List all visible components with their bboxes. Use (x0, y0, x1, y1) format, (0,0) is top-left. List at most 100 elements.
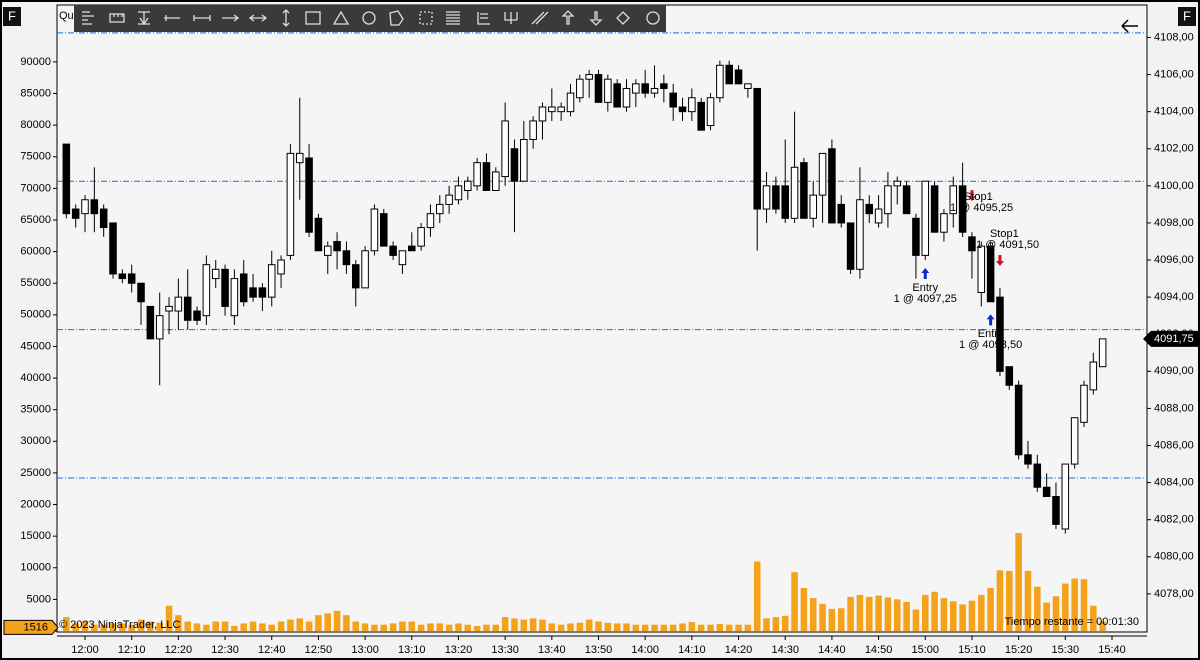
candle-body (436, 203, 444, 215)
volume-bar (81, 621, 89, 631)
volume-bar (1006, 570, 1013, 631)
time-tick-label: 12:10 (118, 644, 146, 656)
candle-body (258, 287, 267, 298)
candle-body (660, 83, 668, 89)
volume-bar (632, 624, 640, 631)
time-tick-label: 14:00 (631, 644, 659, 656)
volume-bar (1034, 586, 1041, 631)
candle-body (576, 78, 584, 99)
volume-bar (753, 561, 761, 631)
f-button[interactable] (3, 7, 21, 26)
candle-body (389, 245, 397, 256)
candle-body (305, 157, 313, 233)
candle-body (62, 143, 71, 215)
volume-bar (567, 623, 574, 631)
back-arrow[interactable] (1121, 19, 1138, 33)
volume-bar (978, 594, 985, 631)
candle-body (1024, 454, 1032, 465)
candle-body (155, 315, 164, 340)
volume-bar (641, 624, 649, 631)
time-tick-label: 12:50 (305, 644, 333, 656)
last-price-label: 4091,75 (1154, 333, 1194, 345)
volume-tick-label: 75000 (20, 151, 51, 163)
volume-bar (399, 621, 406, 631)
candle-body (949, 185, 958, 215)
volume-bar (343, 615, 350, 631)
candle-body (90, 199, 99, 215)
candle-body (641, 83, 649, 94)
volume-bar (604, 622, 612, 631)
volume-bar (744, 624, 752, 631)
candle-body (538, 106, 547, 122)
candle-body (370, 208, 379, 252)
toolbar-icons[interactable] (82, 9, 660, 27)
volume-bar (165, 605, 173, 631)
order-label: Stop1 (990, 228, 1019, 240)
toolbar-bg (74, 5, 666, 32)
volume-bar (529, 618, 537, 631)
volume-bar (305, 621, 313, 631)
candle-body (501, 120, 509, 178)
volume-bar (1080, 579, 1088, 631)
candle-body (333, 240, 341, 252)
volume-bar (679, 623, 686, 631)
time-tick-label: 13:30 (491, 644, 519, 656)
volume-bar (231, 625, 238, 631)
candle-body (790, 166, 799, 219)
f-icon: F (8, 8, 16, 23)
candle-body (1089, 361, 1098, 391)
volume-bar (249, 621, 257, 631)
order-detail: 1 @ 4095,25 (950, 202, 1013, 214)
candle-body (930, 185, 939, 233)
volume-bar (800, 588, 808, 631)
volume-bar (1099, 621, 1106, 631)
order-arrow (995, 255, 1004, 267)
volume-bar (511, 618, 518, 631)
candle-body (417, 227, 425, 247)
price-tick-label: 4102,00 (1154, 143, 1194, 155)
volume-tick-label: 10000 (20, 562, 51, 574)
volume-bar (361, 623, 369, 631)
volume-bar (63, 617, 70, 631)
volume-bar (781, 615, 789, 631)
volume-bar (184, 621, 191, 631)
candle-body (697, 101, 705, 131)
volume-bar (940, 598, 948, 631)
candle-body (613, 83, 621, 108)
time-tick-label: 15:40 (1098, 644, 1126, 656)
time-tick-label: 15:30 (1052, 644, 1080, 656)
volume-tick-label: 30000 (20, 435, 51, 447)
candle-body (211, 268, 220, 280)
time-tick-label: 14:20 (725, 644, 753, 656)
candle-body (267, 264, 276, 298)
candle-body (725, 64, 733, 85)
candle-body (202, 264, 211, 317)
volume-bar (1015, 532, 1022, 631)
candle-body (1042, 486, 1051, 498)
volume-bar (763, 618, 770, 631)
volume-bar (716, 624, 724, 631)
volume-bar (613, 623, 621, 631)
candle-body (837, 203, 846, 224)
candle-body (146, 305, 155, 340)
candle-body (566, 92, 575, 113)
f-icon: F (1183, 8, 1191, 23)
candle-body (958, 185, 967, 233)
candle-body (557, 106, 565, 113)
volume-bar (576, 622, 584, 631)
candle-body (99, 208, 108, 229)
f-button[interactable] (1178, 7, 1196, 26)
volume-bar (1090, 605, 1097, 631)
volume-bar (483, 624, 490, 631)
price-tick-label: 4098,00 (1154, 217, 1194, 229)
candle-body (510, 148, 519, 182)
last-volume-tag (3, 619, 59, 635)
price-tick-label: 4094,00 (1154, 291, 1194, 303)
volume-bar (921, 594, 929, 631)
volume-bar (408, 621, 416, 631)
volume-tick-label: 90000 (20, 56, 51, 68)
candle-body (772, 185, 780, 210)
candle-body (464, 180, 472, 191)
volume-bar (324, 613, 332, 631)
